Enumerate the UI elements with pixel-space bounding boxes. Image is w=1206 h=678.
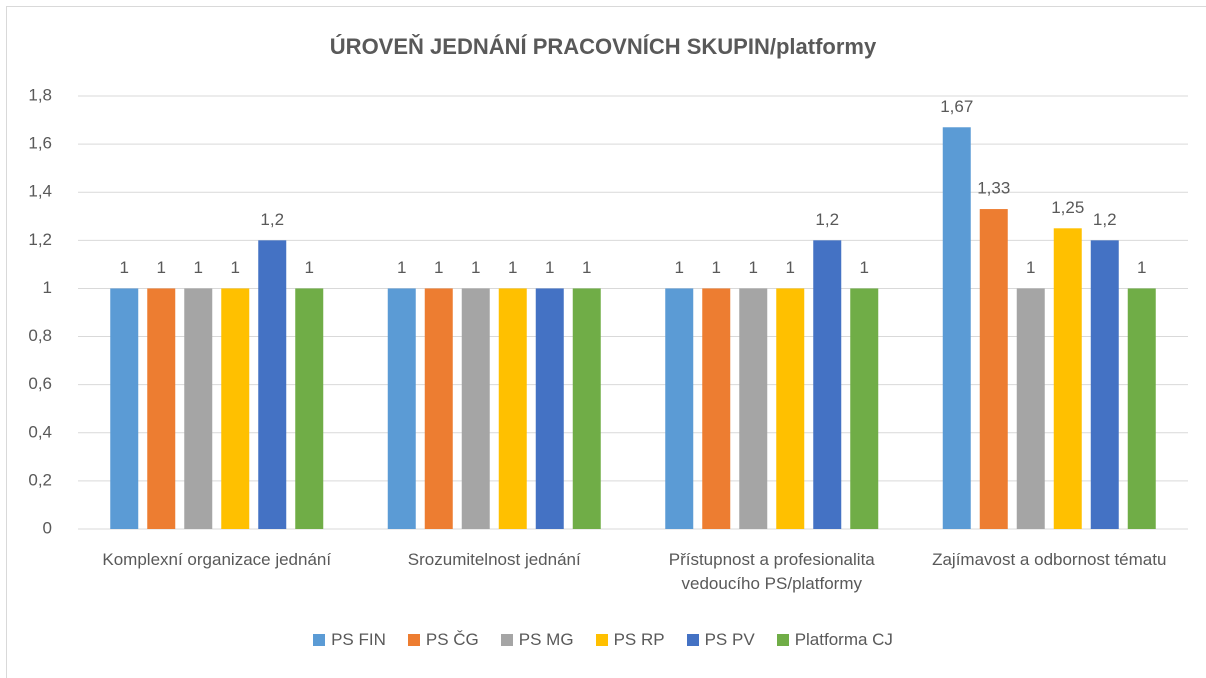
- legend-swatch: [776, 634, 789, 646]
- data-label: 1: [1026, 258, 1035, 277]
- y-tick-label: 0: [43, 518, 52, 537]
- y-tick-label: 1,4: [28, 182, 52, 201]
- legend-item: PS MG: [500, 630, 574, 650]
- bar: [258, 240, 287, 530]
- y-tick-label: 1,2: [28, 230, 52, 249]
- bar: [295, 288, 324, 529]
- bar: [1127, 288, 1156, 529]
- bar: [535, 288, 564, 529]
- y-tick-label: 0,4: [28, 422, 52, 441]
- y-tick-label: 0,2: [28, 470, 52, 489]
- bar: [387, 288, 416, 529]
- bar: [942, 127, 971, 530]
- x-tick-label: Srozumitelnost jednání: [407, 550, 581, 569]
- bar: [665, 288, 694, 529]
- data-label: 1: [305, 258, 314, 277]
- y-tick-label: 0,8: [28, 326, 52, 345]
- legend-label: PS PV: [704, 630, 755, 649]
- data-label: 1: [231, 258, 240, 277]
- legend-label: PS FIN: [331, 630, 386, 649]
- data-label: 1,25: [1051, 198, 1084, 217]
- legend-item: Platforma CJ: [776, 630, 893, 650]
- legend-item: PS FIN: [313, 630, 386, 650]
- data-label: 1: [860, 258, 869, 277]
- x-tick-label: Zajímavost a odbornost tématu: [932, 550, 1167, 569]
- bar: [739, 288, 768, 529]
- legend-swatch: [500, 634, 513, 646]
- data-label: 1: [508, 258, 517, 277]
- legend-item: PS ČG: [407, 630, 479, 650]
- data-label: 1: [749, 258, 758, 277]
- data-label: 1: [786, 258, 795, 277]
- data-label: 1: [120, 258, 129, 277]
- legend-swatch: [313, 634, 326, 646]
- y-tick-label: 1: [43, 278, 52, 297]
- legend-swatch: [407, 634, 420, 646]
- x-tick-label: Komplexní organizace jednání: [102, 550, 332, 569]
- y-tick-label: 1,8: [28, 85, 52, 104]
- data-label: 1: [397, 258, 406, 277]
- x-tick-label: Přístupnost a profesionalita vedoucího P…: [668, 550, 875, 593]
- legend-label: PS RP: [613, 630, 665, 649]
- bar: [979, 209, 1008, 530]
- bar: [184, 288, 213, 529]
- bar: [461, 288, 490, 529]
- legend-item: PS PV: [686, 630, 755, 650]
- bar: [424, 288, 453, 529]
- legend-swatch: [686, 634, 699, 646]
- legend-swatch: [595, 634, 608, 646]
- legend-label: PS ČG: [425, 630, 479, 649]
- bar: [776, 288, 805, 529]
- data-label: 1: [1137, 258, 1146, 277]
- data-label: 1: [471, 258, 480, 277]
- data-label: 1: [712, 258, 721, 277]
- bar: [221, 288, 250, 529]
- legend-label: PS MG: [518, 630, 574, 649]
- bar: [1053, 228, 1082, 530]
- legend-label: Platforma CJ: [794, 630, 893, 649]
- data-label: 1,67: [940, 97, 973, 116]
- bar: [572, 288, 601, 529]
- bar: [1090, 240, 1119, 530]
- data-label: 1,2: [815, 210, 839, 229]
- data-label: 1,2: [260, 210, 284, 229]
- bar: [1016, 288, 1045, 529]
- data-label: 1,2: [1093, 210, 1117, 229]
- data-label: 1: [157, 258, 166, 277]
- bar: [498, 288, 527, 529]
- y-tick-label: 0,6: [28, 374, 52, 393]
- y-tick-label: 1,6: [28, 134, 52, 153]
- bar: [147, 288, 176, 529]
- bar: [702, 288, 731, 529]
- data-label: 1: [675, 258, 684, 277]
- bar: [110, 288, 139, 529]
- data-label: 1: [434, 258, 443, 277]
- chart-title: ÚROVEŇ JEDNÁNÍ PRACOVNÍCH SKUPIN/platfor…: [330, 34, 877, 59]
- data-label: 1,33: [977, 179, 1010, 198]
- data-label: 1: [194, 258, 203, 277]
- data-label: 1: [545, 258, 554, 277]
- chart-border: [6, 6, 1206, 678]
- bar: [850, 288, 879, 529]
- legend: PS FIN PS ČG PS MG PS RP PS PV Platforma CJ: [0, 630, 1206, 650]
- data-label: 1: [582, 258, 591, 277]
- bar: [813, 240, 842, 530]
- legend-item: PS RP: [595, 630, 665, 650]
